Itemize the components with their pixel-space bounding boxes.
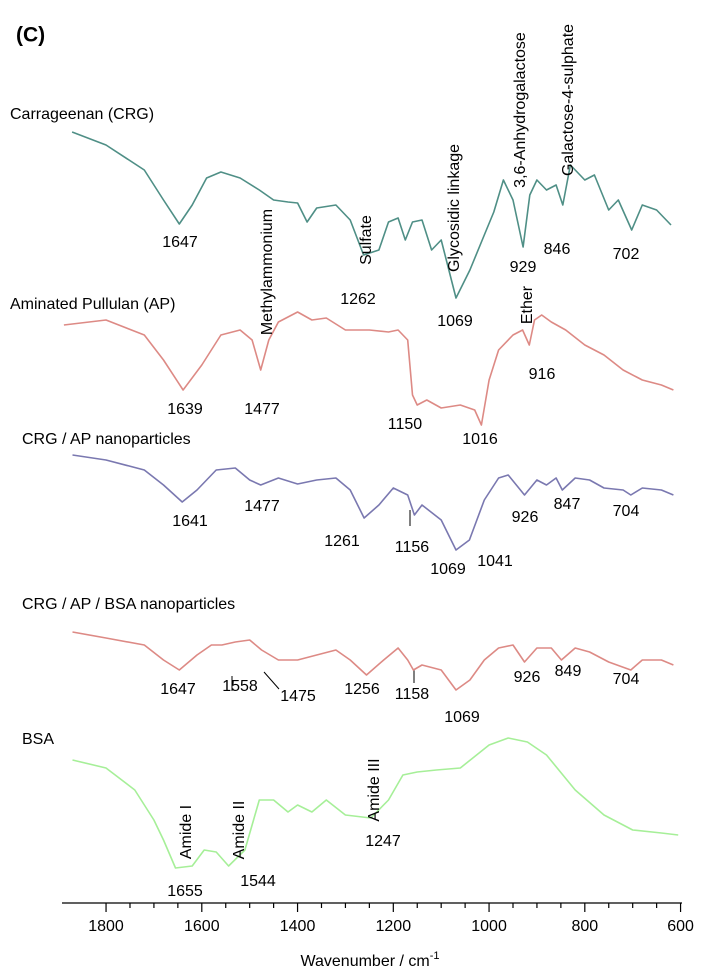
band-label: Ether	[519, 285, 536, 324]
series-label: BSA	[22, 731, 54, 748]
band-label: 3,6-Anhydrogalactose	[512, 32, 529, 188]
spectrum-line	[63, 311, 674, 426]
peak-label: 1544	[240, 873, 276, 890]
peak-label: 847	[554, 496, 581, 513]
spectrum-line	[72, 737, 679, 869]
x-axis-label: Wavenumber / cm-1	[301, 950, 440, 970]
peak-label: 849	[555, 663, 582, 680]
peak-label: 1247	[365, 833, 401, 850]
peak-label: 1477	[244, 498, 280, 515]
peak-label: 1156	[395, 539, 430, 556]
band-label: Sulfate	[358, 215, 375, 265]
band-label: Galactose-4-sulphate	[560, 24, 577, 176]
peak-label: 926	[512, 509, 539, 526]
peak-label: 1641	[172, 513, 208, 530]
peak-label: 1069	[437, 313, 473, 330]
peak-label: 1069	[444, 709, 480, 726]
band-label: Amide II	[231, 801, 248, 860]
peak-label: 1016	[462, 431, 498, 448]
peak-label: 1647	[162, 234, 198, 251]
peak-label: 704	[613, 671, 640, 688]
spectrum-line	[72, 631, 674, 691]
peak-label: 1477	[244, 401, 280, 418]
peak-label: 1041	[477, 553, 513, 570]
x-tick-label: 600	[667, 918, 694, 935]
band-label: Glycosidic linkage	[446, 144, 463, 272]
peak-label: 916	[529, 366, 556, 383]
peak-label: 1150	[388, 416, 423, 433]
peak-label: 926	[514, 669, 541, 686]
x-axis-label-sup: -1	[430, 950, 440, 962]
peak-label: 704	[613, 503, 640, 520]
peak-label: 929	[510, 259, 537, 276]
peak-label: 1158	[395, 686, 430, 703]
peak-label: 1261	[324, 533, 360, 550]
spectrum-line	[72, 454, 674, 551]
series-label: Carrageenan (CRG)	[10, 106, 154, 123]
x-axis-label-text: Wavenumber / cm	[301, 953, 430, 970]
series-label: CRG / AP nanoparticles	[22, 431, 191, 448]
x-tick-label: 1600	[184, 918, 220, 935]
x-tick-label: 1000	[471, 918, 507, 935]
x-tick-label: 1400	[280, 918, 316, 935]
peak-label: 1558	[222, 678, 258, 695]
peak-label: 1647	[160, 681, 196, 698]
spectrum-line	[71, 131, 672, 299]
series-label: CRG / AP / BSA nanoparticles	[22, 596, 235, 613]
x-tick-label: 1800	[88, 918, 124, 935]
series-label: Aminated Pullulan (AP)	[10, 296, 175, 313]
peak-label: 702	[613, 246, 640, 263]
x-tick-label: 1200	[376, 918, 412, 935]
peak-label: 1655	[167, 883, 203, 900]
chart-title: (C)	[16, 24, 45, 47]
peak-label: 1069	[430, 561, 466, 578]
x-tick-label: 800	[571, 918, 598, 935]
peak-label: 1475	[280, 688, 316, 705]
peak-label: 1256	[344, 681, 380, 698]
peak-label: 846	[544, 241, 571, 258]
band-label: Amide III	[366, 758, 383, 821]
peak-pointer	[263, 671, 280, 690]
band-label: Amide I	[178, 805, 195, 859]
band-label: Methylammonium	[259, 209, 276, 335]
peak-label: 1639	[167, 401, 203, 418]
peak-label: 1262	[340, 291, 376, 308]
